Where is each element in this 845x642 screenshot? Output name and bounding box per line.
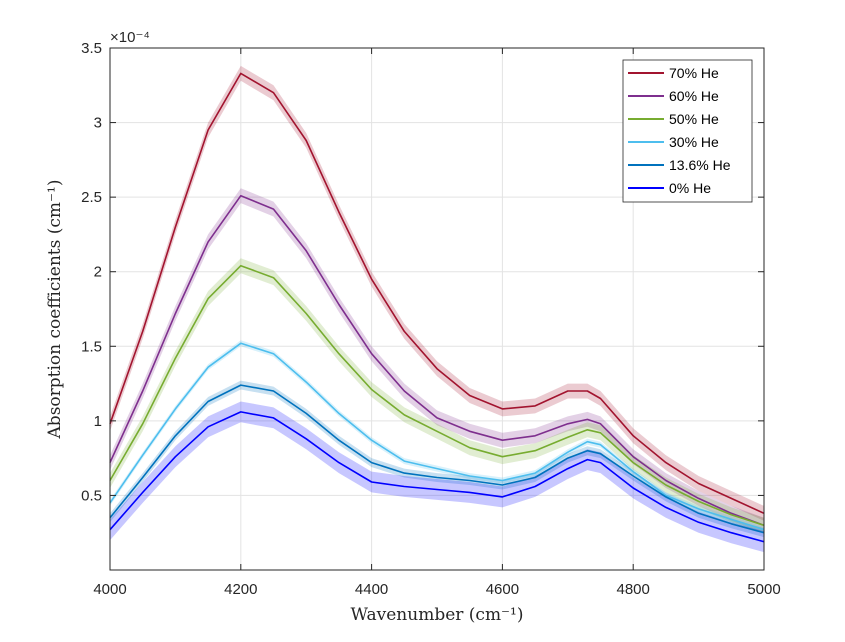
x-tick-label: 4200: [224, 581, 257, 598]
legend-label: 70% He: [669, 65, 719, 81]
x-tick-label: 5000: [747, 581, 780, 598]
legend-label: 30% He: [669, 134, 719, 150]
uncertainty-band: [110, 258, 764, 533]
legend-box: [622, 59, 753, 203]
y-axis-title: Absorption coefficients (cm⁻¹): [45, 180, 65, 440]
y-tick-label: 0.5: [81, 487, 102, 504]
legend-label: 13.6% He: [669, 157, 731, 173]
series-lines: [109, 72, 765, 543]
series-line: [109, 72, 765, 515]
x-tick-labels: 4000 4200 4400 4600 4800 5000: [93, 581, 780, 598]
x-tick-label: 4000: [93, 581, 126, 598]
y-tick-label: 2: [94, 264, 102, 281]
y-tick-label: 3: [94, 115, 102, 132]
legend-label: 0% He: [669, 180, 711, 196]
tick-marks: [109, 47, 765, 570]
series-line: [109, 342, 765, 531]
y-tick-label: 1: [94, 413, 102, 430]
x-tick-label: 4600: [486, 581, 519, 598]
legend-label: 50% He: [669, 111, 719, 127]
y-multiplier-label: ×10⁻⁴: [110, 29, 150, 46]
y-tick-label: 1.5: [81, 338, 102, 355]
legend-label: 60% He: [669, 88, 719, 104]
plot-frame: [109, 47, 765, 571]
series-line: [109, 194, 765, 527]
y-tick-label: 2.5: [81, 189, 102, 206]
y-tick-label: 3.5: [81, 40, 102, 57]
series-line: [109, 384, 765, 534]
series-line: [109, 264, 765, 527]
legend: 70% He 60% He 50% He 30% He 13.6% He 0% He: [622, 59, 753, 203]
x-tick-label: 4400: [355, 581, 388, 598]
series-line: [109, 411, 765, 543]
x-tick-label: 4800: [617, 581, 650, 598]
y-tick-labels: 0.5 1 1.5 2 2.5 3 3.5: [81, 40, 102, 504]
x-axis-title: Wavenumber (cm⁻¹): [351, 605, 524, 625]
